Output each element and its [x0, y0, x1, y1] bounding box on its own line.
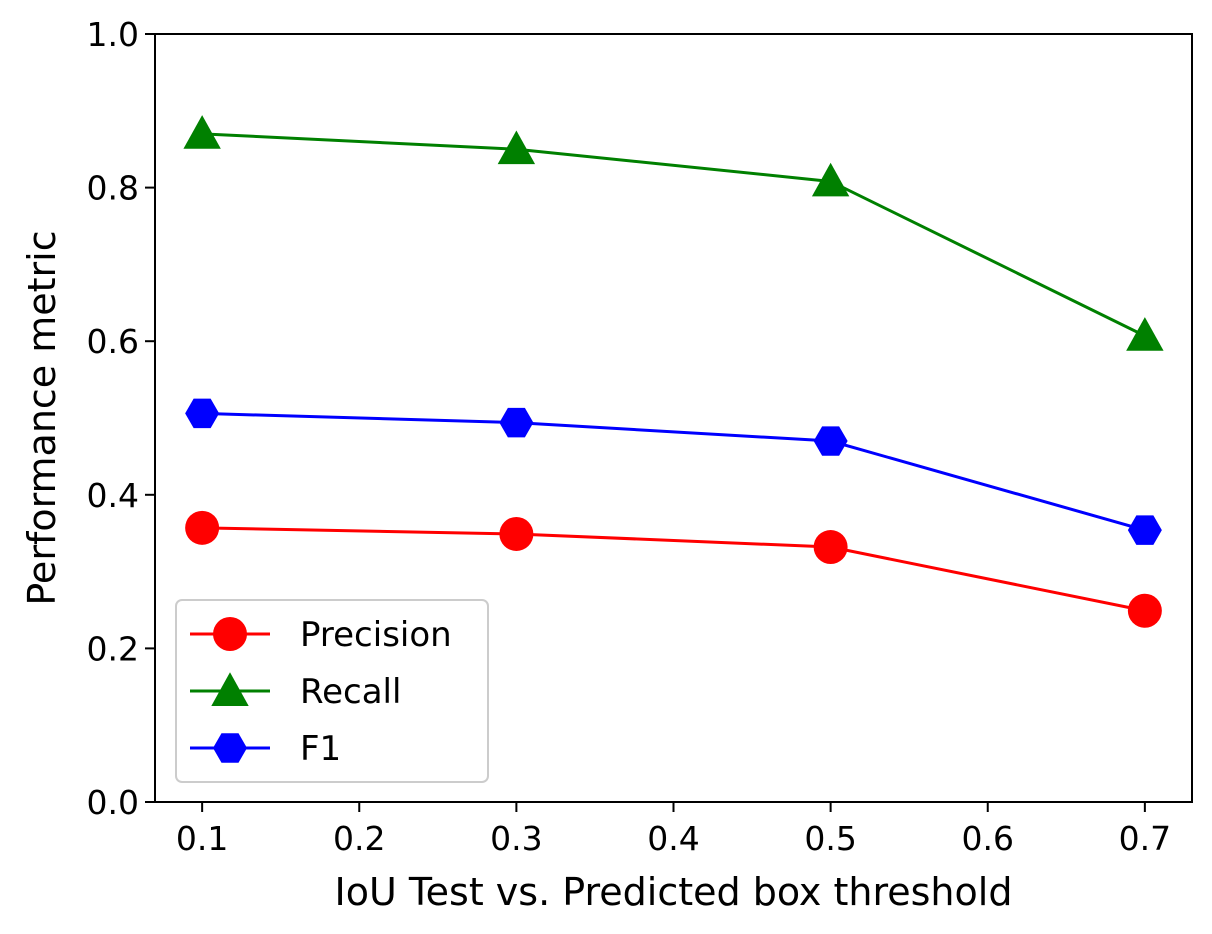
plot-area [183, 115, 1164, 628]
legend-item: F1 [190, 729, 341, 769]
x-tick-label: 0.7 [1119, 819, 1171, 858]
data-point [183, 115, 221, 149]
data-point [813, 426, 848, 456]
x-tick-label: 0.5 [804, 819, 856, 858]
y-axis-label: Performance metric [20, 230, 64, 605]
y-axis: 0.0 0.2 0.4 0.6 0.8 1.0 [87, 15, 155, 822]
y-tick-label: 1.0 [87, 15, 139, 54]
data-point [1126, 317, 1164, 351]
y-tick-label: 0.6 [87, 322, 139, 361]
legend-item: Precision [190, 615, 452, 655]
legend-box [175, 599, 489, 783]
data-point [499, 407, 534, 438]
legend-label: F1 [300, 729, 341, 769]
y-tick-label: 0.8 [87, 169, 139, 208]
series-precision [185, 510, 1162, 628]
x-tick-label: 0.6 [962, 819, 1014, 858]
y-tick-label: 0.4 [87, 476, 139, 515]
data-point [499, 516, 534, 551]
legend-marker [211, 672, 249, 706]
series-line [202, 411, 1146, 532]
x-tick-label: 0.2 [333, 819, 385, 858]
data-point [1127, 593, 1162, 628]
y-tick-label: 0.2 [87, 629, 139, 668]
series-f1 [185, 398, 1162, 545]
data-point [185, 398, 220, 429]
data-point [813, 530, 848, 565]
x-axis: 0.1 0.2 0.3 0.4 0.5 0.6 0.7 [176, 802, 1171, 858]
data-point [185, 510, 220, 545]
data-point [1127, 515, 1162, 545]
legend-label: Precision [300, 615, 452, 655]
x-axis-label: IoU Test vs. Predicted box threshold [335, 870, 1013, 914]
legend-label: Recall [300, 672, 401, 712]
y-tick-label: 0.0 [87, 783, 139, 822]
legend: Precision Recall F1 [175, 599, 489, 783]
series-line [202, 526, 1146, 613]
legend-item: Recall [190, 672, 401, 712]
series-line [202, 132, 1146, 338]
legend-marker [213, 733, 247, 763]
x-tick-label: 0.3 [490, 819, 542, 858]
legend-marker [213, 617, 247, 651]
x-tick-label: 0.1 [176, 819, 228, 858]
data-point [497, 130, 536, 165]
data-point [811, 162, 850, 197]
x-tick-label: 0.4 [647, 819, 699, 858]
series-recall [183, 115, 1164, 351]
